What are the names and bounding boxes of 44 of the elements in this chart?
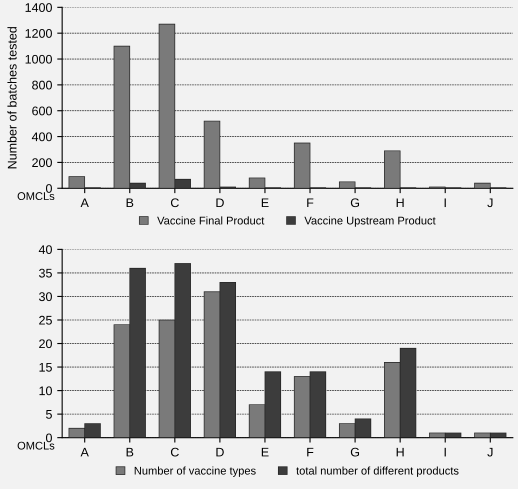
x-tick-label: E [262,198,269,208]
x-tick-label: B [126,198,134,208]
x-tick-label: H [396,198,404,208]
legend-label: Vaccine Final Product [157,216,264,225]
y-tick-label: 0 [46,184,52,193]
y-tick-label: 1400 [26,3,52,12]
x-axis-title: OMCLs [18,442,54,450]
x-tick-label: F [307,198,314,208]
legend-label: Number of vaccine types [134,466,256,477]
y-tick-label: 15 [39,362,52,372]
legend-label: total number of different products [296,466,459,477]
y-axis-title: Number of batches tested [7,27,17,168]
y-tick-label: 20 [39,339,52,348]
x-tick-label: G [350,198,360,208]
x-tick-label: J [487,198,492,208]
y-tick-label: 600 [32,106,52,116]
x-tick-label: J [487,448,492,457]
x-tick-label: I [444,448,446,456]
y-tick-label: 1200 [26,28,52,38]
x-tick-label: D [216,448,224,456]
y-tick-label: 35 [39,268,52,278]
x-tick-label: A [80,448,89,456]
x-tick-label: I [444,198,446,208]
y-tick-label: 40 [38,245,52,254]
y-tick-label: 800 [32,80,52,90]
x-tick-label: C [170,198,179,208]
y-tick-label: 200 [32,158,52,168]
legend-label: Vaccine Upstream Product [304,216,436,227]
y-tick-label: 10 [39,386,52,396]
x-tick-label: F [307,448,314,456]
x-tick-label: D [216,198,224,208]
x-tick-label: A [80,198,89,208]
y-tick-label: 0 [46,433,52,442]
y-tick-label: 5 [46,410,52,419]
y-tick-label: 25 [39,316,52,325]
x-axis-title: OMCLs [18,192,54,200]
y-tick-label: 30 [39,292,52,302]
y-tick-label: 1000 [26,54,52,64]
y-tick-label: 400 [32,132,52,142]
x-tick-label: G [350,448,360,457]
x-tick-label: C [170,448,179,457]
x-tick-label: B [126,448,134,456]
x-tick-label: H [396,448,404,456]
x-tick-label: E [262,448,269,456]
